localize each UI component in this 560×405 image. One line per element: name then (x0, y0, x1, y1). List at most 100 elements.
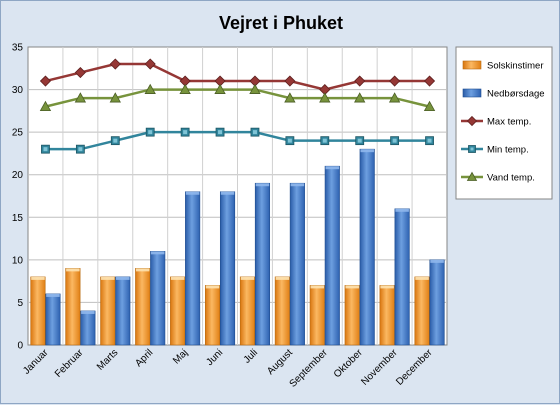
marker-triangle (249, 83, 261, 94)
bar-cap (185, 191, 200, 195)
marker-triangle (284, 92, 296, 103)
bars (30, 148, 445, 346)
bar-rain (429, 259, 445, 346)
marker-triangle (466, 171, 478, 181)
bar-rain (45, 293, 61, 346)
bar-rain (394, 208, 410, 346)
x-tick-label: November (359, 347, 400, 388)
legend-label: Nedbørsdage (487, 89, 545, 100)
marker-triangle (144, 83, 156, 94)
bar-cap (135, 268, 150, 272)
x-tick-label: Oktober (332, 347, 365, 380)
chart-title: Vejret i Phuket (219, 13, 343, 33)
bar-rain (324, 165, 340, 346)
marker-diamond (74, 66, 86, 79)
legend-label: Max temp. (487, 117, 531, 128)
legend-swatch (462, 60, 482, 70)
bar-sun (204, 285, 221, 346)
marker-square-inner (148, 130, 153, 135)
marker-diamond (354, 75, 366, 87)
marker-diamond (466, 115, 478, 127)
x-tick-label: Maj (171, 347, 190, 366)
y-tick-label: 15 (12, 213, 24, 224)
bar-cap (81, 310, 95, 314)
x-tick-label: August (265, 347, 295, 377)
bar-sun (170, 276, 186, 346)
marker-diamond (284, 75, 296, 87)
legend-label: Solskinstimer (487, 61, 544, 72)
bar-cap (275, 276, 290, 280)
x-tick-label: Juni (204, 347, 225, 368)
marker-triangle (39, 100, 52, 111)
bar-cap (205, 285, 220, 289)
marker-square-inner (322, 138, 327, 143)
bar-cap (150, 251, 165, 255)
series-line (45, 130, 430, 151)
x-tick-label: December (394, 347, 435, 388)
bar-sun (274, 276, 290, 346)
bar-cap (255, 183, 270, 187)
marker-diamond (389, 75, 401, 87)
bar-cap (310, 285, 325, 289)
marker-square-inner (218, 130, 223, 135)
bar-cap (31, 276, 45, 280)
bar-cap (116, 276, 130, 280)
bar-rain (185, 191, 201, 346)
marker-triangle (319, 92, 331, 103)
bar-cap (220, 191, 235, 195)
x-tick-label: Februar (53, 347, 86, 380)
y-tick-label: 10 (12, 255, 24, 266)
bar-cap (360, 149, 374, 153)
marker-square-inner (113, 138, 118, 143)
marker-triangle (423, 100, 436, 111)
x-tick-label: Marts (95, 347, 120, 372)
y-tick-label: 5 (17, 298, 23, 309)
y-tick-label: 30 (12, 85, 24, 96)
bar-cap (430, 259, 444, 263)
bar-cap (170, 276, 185, 280)
bar-cap (325, 166, 340, 170)
bar-sun (379, 285, 395, 346)
marker-triangle (179, 83, 191, 94)
y-axis: 0 5 10 15 20 25 30 35 (12, 43, 24, 352)
y-tick-label: 20 (12, 170, 24, 181)
bar-cap (46, 293, 60, 297)
x-tick-label: Juli (242, 347, 260, 365)
marker-triangle (388, 92, 401, 103)
x-tick-label: September (288, 347, 331, 390)
series-line (45, 62, 430, 91)
bar-cap (395, 208, 409, 212)
bar-cap (290, 183, 305, 187)
bar-rain (219, 191, 236, 346)
bar-cap (66, 268, 80, 272)
marker-square-inner (470, 147, 474, 151)
bar-rain (254, 182, 271, 346)
marker-square-inner (78, 147, 83, 152)
marker-square-inner (252, 130, 257, 135)
bar-cap (415, 276, 429, 280)
bar-cap (345, 285, 359, 289)
marker-triangle (109, 92, 121, 103)
gridlines (28, 47, 447, 345)
y-tick-label: 35 (12, 43, 24, 54)
legend-label: Min temp. (487, 145, 529, 156)
y-tick-label: 25 (12, 128, 24, 139)
bar-sun (30, 276, 46, 346)
bar-cap (240, 276, 255, 280)
bar-sun (414, 276, 430, 346)
bar-sun (309, 285, 325, 346)
marker-square-inner (287, 138, 292, 143)
y-tick-label: 0 (17, 341, 23, 352)
bar-sun (135, 268, 151, 346)
bar-rain (80, 310, 96, 346)
marker-triangle (74, 92, 87, 103)
marker-diamond (39, 75, 52, 87)
x-tick-label: Januar (21, 347, 51, 377)
marker-triangle (214, 83, 226, 94)
bar-cap (101, 276, 115, 280)
legend-swatch (462, 88, 482, 98)
marker-square-inner (392, 138, 397, 143)
bar-rain (289, 182, 305, 346)
